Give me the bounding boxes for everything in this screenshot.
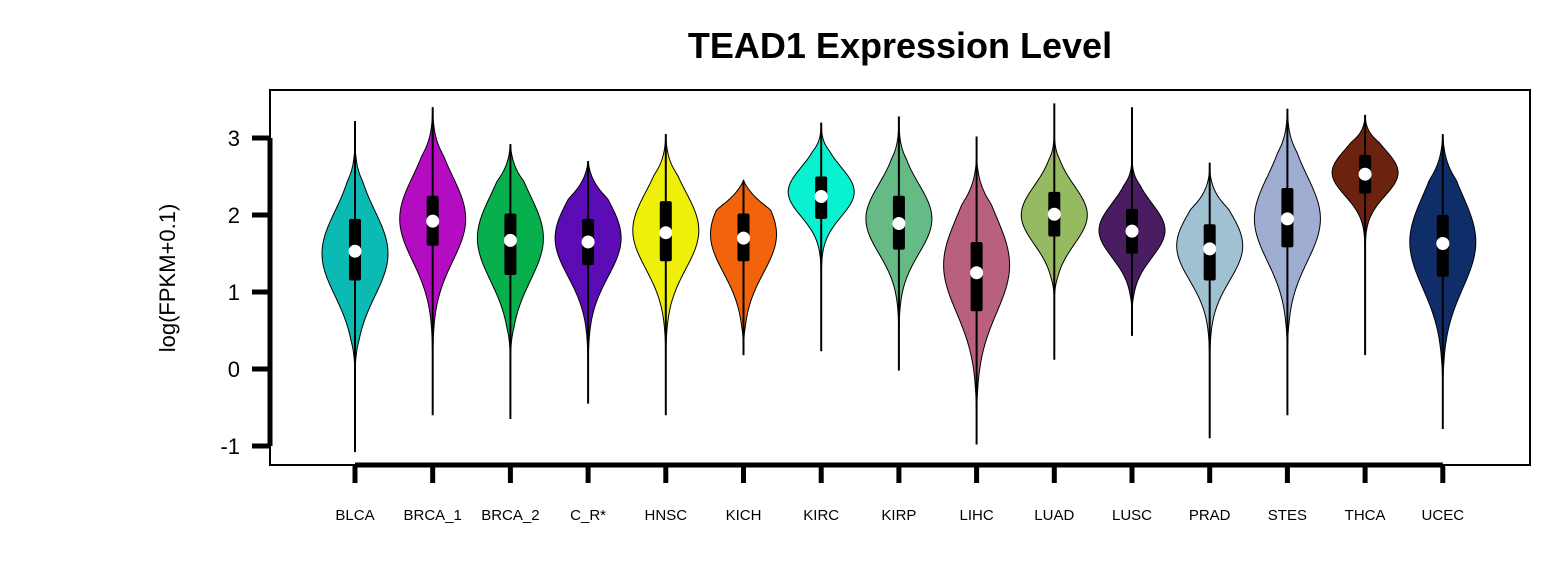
- violin-luad: [1020, 103, 1088, 360]
- x-axis: BLCA BRCA_1 BRCA_2 C_R* HNSC KICH KIRC KIRP LIHC…: [335, 462, 1465, 524]
- median-point: [970, 266, 984, 280]
- violin-prad: [1176, 162, 1244, 439]
- x-tick-label: KICH: [726, 507, 762, 524]
- chart-title: TEAD1 Expression Level: [688, 25, 1112, 66]
- violin-lusc: [1098, 107, 1166, 336]
- violin-c-r-: [554, 161, 622, 404]
- median-point: [581, 235, 595, 249]
- x-tick-label: KIRC: [803, 507, 839, 524]
- violin-brca-2: [476, 144, 544, 420]
- median-point: [892, 216, 906, 230]
- y-tick-label: 0: [228, 357, 240, 382]
- violin-stes: [1253, 108, 1321, 416]
- x-tick-label: BRCA_1: [404, 507, 462, 524]
- x-tick-label: KIRP: [881, 507, 916, 524]
- x-tick-label: C_R*: [570, 507, 606, 524]
- median-point: [1436, 236, 1450, 250]
- x-tick-label: LUSC: [1112, 507, 1152, 524]
- violin-hnsc: [632, 134, 700, 416]
- y-tick-label: 1: [228, 280, 240, 305]
- median-point: [348, 244, 362, 258]
- violin-thca: [1331, 114, 1399, 356]
- median-point: [503, 233, 517, 247]
- violin-kirp: [865, 116, 933, 371]
- x-tick-label: LUAD: [1034, 507, 1074, 524]
- median-point: [1358, 167, 1372, 181]
- violin-lihc: [943, 136, 1011, 445]
- median-point: [1125, 224, 1139, 238]
- violins: [321, 103, 1477, 453]
- x-tick-label: THCA: [1345, 507, 1386, 524]
- median-point: [1280, 212, 1294, 226]
- x-tick-label: PRAD: [1189, 507, 1231, 524]
- x-tick-label: UCEC: [1422, 507, 1465, 524]
- violin-ucec: [1409, 134, 1477, 430]
- y-tick-label: 2: [228, 203, 240, 228]
- violin-kich: [709, 179, 778, 356]
- median-point: [814, 190, 828, 204]
- y-axis-label: log(FPKM+0.1): [155, 204, 180, 353]
- median-point: [659, 226, 673, 240]
- x-tick-label: BLCA: [335, 507, 374, 524]
- median-point: [426, 214, 440, 228]
- violin-brca-1: [399, 107, 467, 416]
- x-tick-label: BRCA_2: [481, 507, 539, 524]
- x-tick-label: LIHC: [960, 507, 994, 524]
- median-point: [1203, 242, 1217, 256]
- x-tick-label: HNSC: [645, 507, 688, 524]
- y-axis: -1 0 1 2 3: [220, 126, 273, 459]
- x-tick-label: STES: [1268, 507, 1307, 524]
- y-tick-label: -1: [220, 434, 240, 459]
- median-point: [737, 231, 750, 245]
- violin-blca: [321, 121, 389, 453]
- violin-kirc: [787, 122, 855, 352]
- y-tick-label: 3: [228, 126, 240, 151]
- median-point: [1047, 207, 1061, 221]
